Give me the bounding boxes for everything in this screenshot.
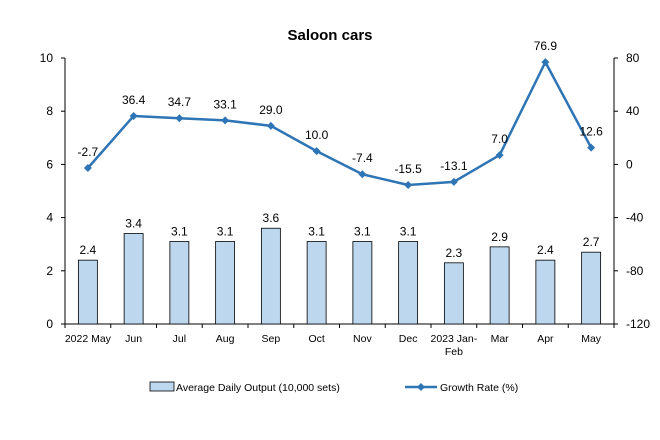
growth-rate-label: 34.7 — [168, 95, 192, 109]
x-category-label: Sep — [262, 333, 281, 345]
growth-rate-marker — [495, 151, 504, 160]
right-tick-label: -40 — [626, 211, 644, 225]
legend-bar-swatch — [149, 381, 175, 392]
bar — [77, 259, 98, 325]
legend-line-marker — [417, 383, 425, 391]
bar — [443, 262, 464, 325]
growth-rate-marker — [587, 143, 596, 152]
growth-rate-marker — [175, 114, 184, 123]
legend-line-label: Growth Rate (%) — [440, 382, 518, 394]
bar — [260, 227, 281, 325]
left-tick-label: 6 — [46, 157, 53, 171]
growth-rate-marker — [312, 147, 321, 156]
bar — [398, 241, 419, 325]
x-category-label: 2023 Jan- — [431, 333, 478, 345]
left-tick-label: 4 — [46, 211, 53, 225]
growth-rate-marker — [449, 177, 458, 186]
bar-value-label: 3.1 — [308, 225, 325, 239]
x-category-label: Nov — [353, 333, 372, 345]
bar-value-label: 3.6 — [263, 211, 280, 225]
bar-value-label: 2.3 — [446, 246, 463, 260]
x-category-label: Feb — [445, 346, 463, 358]
bar — [489, 246, 510, 325]
left-tick-label: 2 — [46, 264, 53, 278]
left-tick-label: 10 — [40, 51, 54, 65]
x-category-label: Mar — [491, 333, 510, 345]
growth-rate-label: 33.1 — [213, 97, 237, 111]
x-category-label: Jul — [173, 333, 186, 345]
left-tick-label: 8 — [46, 104, 53, 118]
right-tick-label: 40 — [626, 104, 640, 118]
bar — [306, 241, 327, 325]
x-category-label: Oct — [308, 333, 324, 345]
x-category-label: May — [581, 333, 602, 345]
right-tick-label: 0 — [626, 157, 633, 171]
bar-value-label: 3.1 — [217, 225, 234, 239]
bar-value-label: 3.4 — [125, 217, 142, 231]
bar — [581, 251, 602, 325]
growth-rate-marker — [129, 111, 138, 120]
bar — [535, 259, 556, 325]
x-category-label: Jun — [125, 333, 142, 345]
bar-value-label: 3.1 — [354, 225, 371, 239]
growth-rate-marker — [541, 58, 550, 67]
bar — [215, 241, 236, 325]
bar-value-label: 3.1 — [171, 225, 188, 239]
growth-rate-label: 7.0 — [491, 132, 508, 146]
x-category-label: 2022 May — [65, 333, 112, 345]
growth-rate-label: 36.4 — [122, 93, 146, 107]
growth-rate-marker — [404, 181, 413, 190]
left-tick-label: 0 — [46, 317, 53, 331]
growth-rate-marker — [83, 163, 92, 172]
bar-value-label: 2.4 — [80, 243, 97, 257]
growth-rate-label: 12.6 — [579, 125, 603, 139]
bar — [352, 241, 373, 325]
x-category-label: Apr — [537, 333, 554, 345]
bar-value-label: 2.4 — [537, 243, 554, 257]
bar-value-label: 2.9 — [491, 230, 508, 244]
growth-rate-marker — [358, 170, 367, 179]
growth-rate-marker — [221, 116, 230, 125]
growth-rate-label: -7.4 — [352, 151, 373, 165]
growth-rate-label: -13.1 — [440, 159, 468, 173]
x-category-label: Dec — [399, 333, 418, 345]
growth-rate-label: 10.0 — [305, 128, 329, 142]
growth-rate-marker — [266, 121, 275, 130]
x-category-label: Aug — [216, 333, 235, 345]
right-tick-label: -80 — [626, 264, 644, 278]
bar — [123, 233, 144, 325]
growth-rate-label: -15.5 — [394, 162, 422, 176]
growth-rate-line — [86, 60, 593, 187]
chart-title: Saloon cars — [287, 27, 372, 44]
legend-bar-label: Average Daily Output (10,000 sets) — [176, 382, 340, 394]
growth-rate-label: 29.0 — [259, 103, 283, 117]
right-tick-label: 80 — [626, 51, 640, 65]
bar — [169, 241, 190, 325]
bar-value-label: 2.7 — [583, 235, 600, 249]
growth-rate-label: 76.9 — [534, 39, 558, 53]
bar-value-label: 3.1 — [400, 225, 417, 239]
right-tick-label: -120 — [626, 317, 650, 331]
growth-rate-label: -2.7 — [78, 145, 99, 159]
